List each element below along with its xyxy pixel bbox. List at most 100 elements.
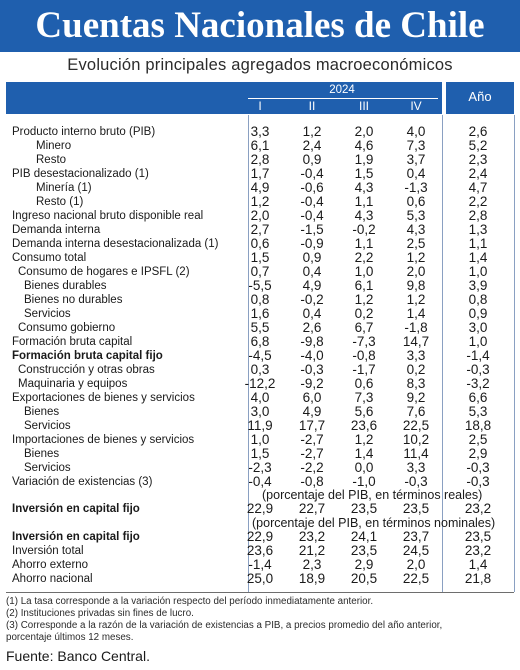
annotation-nominal: (porcentaje del PIB, en términos nominal… — [252, 516, 496, 530]
cell-q1: 0,3 — [250, 362, 270, 377]
row-label: Inversión en capital fijo — [12, 503, 140, 515]
row-label: Variación de existencias (3) — [12, 476, 153, 488]
cell-q3: 23,5 — [350, 543, 378, 558]
cell-q2: -0,8 — [300, 474, 324, 489]
cell-q1: 6,1 — [250, 138, 270, 153]
row-label: Importaciones de bienes y servicios — [12, 434, 195, 446]
row-label: Consumo gobierno — [18, 322, 116, 334]
header-quarter-1: I — [258, 99, 262, 113]
cell-q3: 23,5 — [350, 501, 378, 516]
cell-q2: -0,6 — [300, 180, 324, 195]
row-label: Bienes — [24, 448, 60, 460]
row-label: Consumo de hogares e IPSFL (2) — [18, 266, 190, 278]
cell-q1: -1,4 — [248, 557, 272, 572]
cell-q2: -9,8 — [300, 334, 324, 349]
cell-q2: 0,4 — [302, 264, 322, 279]
cell-q1: 1,5 — [250, 446, 270, 461]
row-label: Construcción y otras obras — [18, 364, 155, 376]
cell-q3: 20,5 — [350, 571, 378, 586]
cell-q1: 1,7 — [250, 166, 270, 181]
cell-q1: 23,6 — [246, 543, 274, 558]
cell-annual: 5,2 — [468, 138, 488, 153]
cell-q3: 4,3 — [354, 208, 374, 223]
row-label: Demanda interna — [12, 224, 101, 236]
cell-annual: 2,8 — [468, 208, 488, 223]
cell-q1: 22,9 — [246, 501, 274, 516]
cell-annual: 2,2 — [468, 194, 488, 209]
cell-annual: 0,9 — [468, 306, 488, 321]
column-rule — [442, 115, 443, 592]
cell-q2: 1,2 — [302, 124, 322, 139]
cell-q2: 17,7 — [298, 418, 326, 433]
cell-annual: -0,3 — [466, 460, 490, 475]
cell-q4: 2,0 — [406, 557, 426, 572]
cell-q1: -2,3 — [248, 460, 272, 475]
table-bottom-rule — [6, 592, 514, 593]
cell-q3: 4,3 — [354, 180, 374, 195]
row-label: Inversión en capital fijo — [12, 531, 140, 543]
cell-q1: 3,0 — [250, 404, 270, 419]
cell-q2: -0,4 — [300, 166, 324, 181]
cell-q4: 9,2 — [406, 390, 426, 405]
cell-q2: -2,7 — [300, 446, 324, 461]
cell-q2: -2,7 — [300, 432, 324, 447]
cell-q2: -0,3 — [300, 362, 324, 377]
cell-q4: 3,3 — [406, 460, 426, 475]
cell-q3: 2,0 — [354, 124, 374, 139]
row-label: Inversión total — [12, 545, 84, 557]
cell-q4: 0,4 — [406, 166, 426, 181]
cell-q2: 2,4 — [302, 138, 322, 153]
cell-q3: -7,3 — [352, 334, 376, 349]
cell-q1: 22,9 — [246, 529, 274, 544]
cell-q1: 5,5 — [250, 320, 270, 335]
row-label: Minería (1) — [36, 182, 92, 194]
row-label: Servicios — [24, 462, 71, 474]
cell-q4: 2,0 — [406, 264, 426, 279]
row-label: Bienes no durables — [24, 294, 123, 306]
cell-q3: 1,5 — [354, 166, 374, 181]
cell-q4: 7,3 — [406, 138, 426, 153]
header-quarter-2: II — [308, 99, 316, 113]
row-label: Producto interno bruto (PIB) — [12, 126, 156, 138]
cell-q4: 1,2 — [406, 292, 426, 307]
cell-annual: 2,3 — [468, 152, 488, 167]
footnote-1: (1) La tasa corresponde a la variación r… — [6, 596, 374, 607]
row-label: Maquinaria y equipos — [18, 378, 128, 390]
cell-q3: 1,4 — [354, 446, 374, 461]
cell-q2: 0,9 — [302, 250, 322, 265]
title-banner — [0, 0, 520, 52]
cell-q4: 0,6 — [406, 194, 426, 209]
cell-q2: -9,2 — [300, 376, 324, 391]
cell-q4: 4,0 — [406, 124, 426, 139]
cell-annual: 3,9 — [468, 278, 488, 293]
row-label: Minero — [36, 140, 72, 152]
row-label: Resto (1) — [36, 196, 84, 208]
page-title: Cuentas Nacionales de Chile — [35, 5, 485, 46]
cell-q3: 2,2 — [354, 250, 374, 265]
cell-q1: 6,8 — [250, 334, 270, 349]
cell-q1: 0,6 — [250, 236, 270, 251]
cell-q2: 2,3 — [302, 557, 322, 572]
cell-annual: 2,5 — [468, 432, 488, 447]
row-label: Ingreso nacional bruto disponible real — [12, 210, 204, 222]
cell-q4: 23,5 — [402, 501, 430, 516]
cell-annual: 2,6 — [468, 124, 488, 139]
cell-q2: -0,9 — [300, 236, 324, 251]
cell-q1: 0,7 — [250, 264, 270, 279]
cell-q1: 2,0 — [250, 208, 270, 223]
cell-q3: 24,1 — [350, 529, 378, 544]
cell-q4: 9,8 — [406, 278, 426, 293]
cell-annual: 4,7 — [468, 180, 488, 195]
cell-q3: 6,1 — [354, 278, 374, 293]
header-annual-label: Año — [468, 89, 492, 104]
cell-q1: -5,5 — [248, 278, 272, 293]
cell-q4: -1,3 — [404, 180, 428, 195]
cell-q1: 11,9 — [247, 418, 273, 433]
row-label: Resto — [36, 154, 67, 166]
cell-annual: 5,3 — [468, 404, 488, 419]
row-label: Ahorro nacional — [12, 573, 93, 585]
column-rule — [248, 115, 249, 592]
cell-q3: 1,2 — [354, 292, 374, 307]
header-divider — [248, 98, 438, 99]
cell-q4: 24,5 — [402, 543, 430, 558]
